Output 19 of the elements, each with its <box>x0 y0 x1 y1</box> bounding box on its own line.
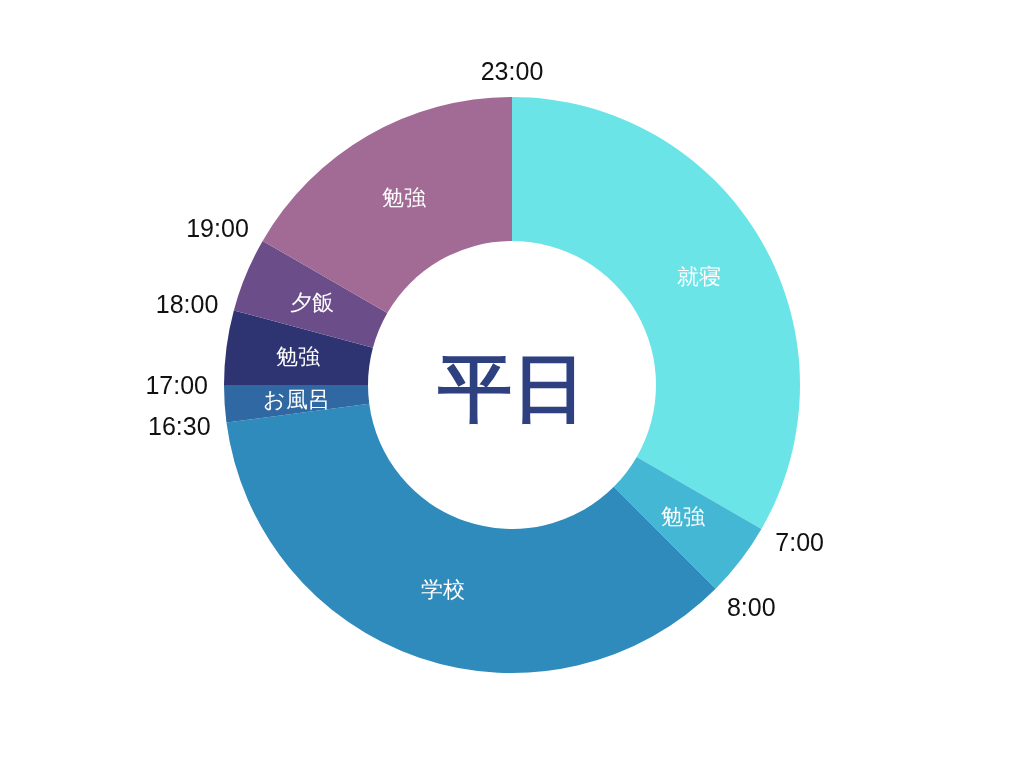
text: 23:00 <box>480 57 544 85</box>
text: 17:00 <box>145 371 208 399</box>
donut-slice <box>262 97 512 313</box>
text: 18:00 <box>155 289 219 318</box>
slice-label: 学校 <box>420 577 465 603</box>
donut-slice <box>233 240 388 348</box>
slice-label: 就寝 <box>677 264 722 290</box>
text: 16:30 <box>148 411 211 440</box>
text: 平日 <box>437 346 586 430</box>
text: 7:00 <box>775 527 824 556</box>
text: 19:00 <box>186 213 249 242</box>
text: 8:00 <box>726 593 776 622</box>
donut-slice <box>512 97 800 529</box>
slice-label: お風呂 <box>262 386 330 412</box>
donut-slice <box>613 456 762 589</box>
slice-label: 勉強 <box>275 344 320 370</box>
slice-label: 勉強 <box>661 503 706 529</box>
slice-label: 勉強 <box>382 185 427 211</box>
slice-label: 夕飯 <box>290 289 335 315</box>
